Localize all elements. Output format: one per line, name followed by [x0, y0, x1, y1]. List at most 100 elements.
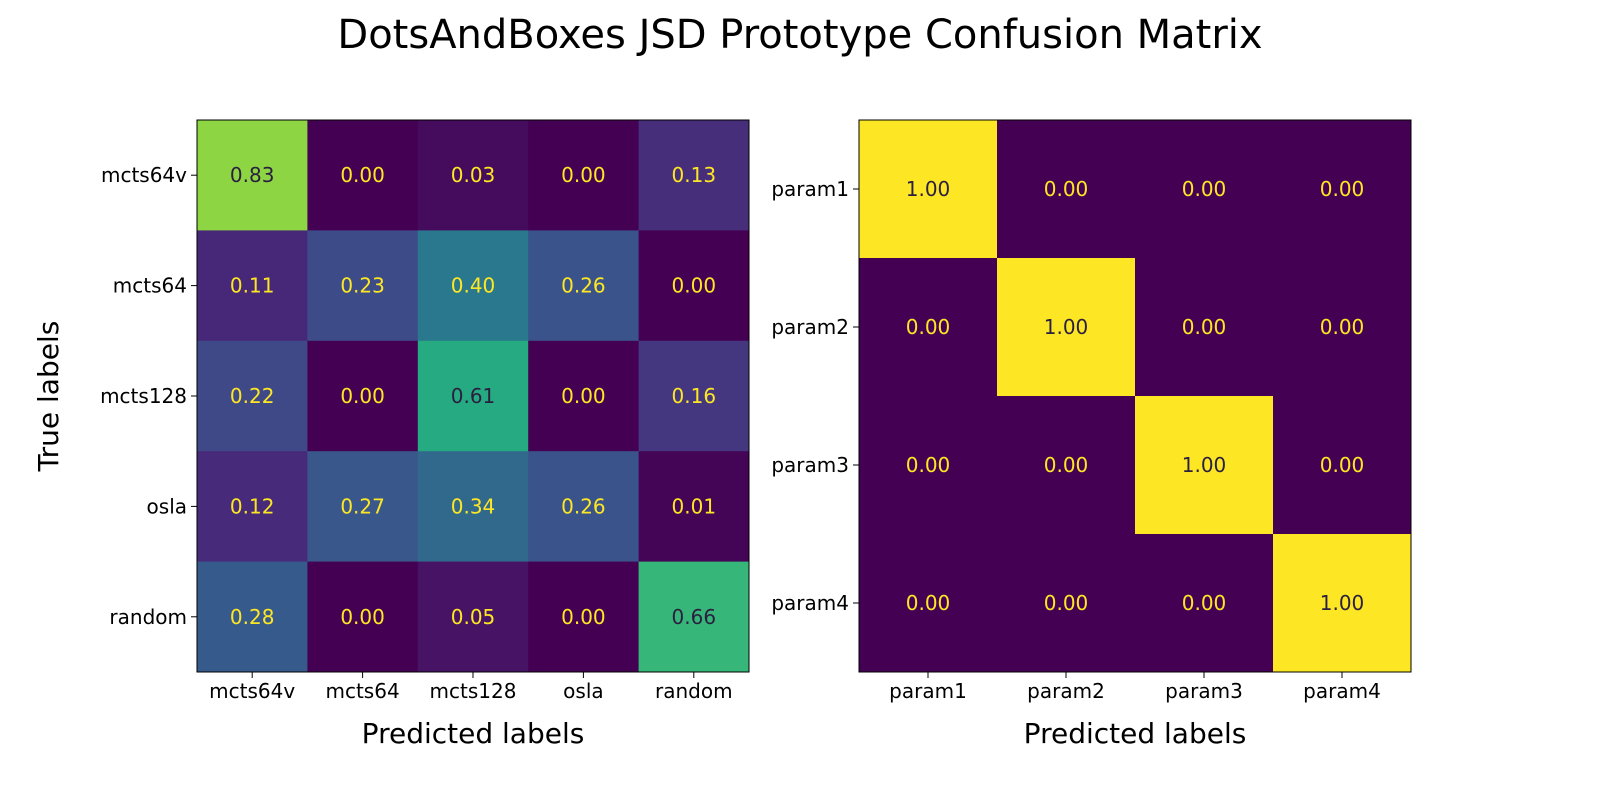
cell-value-label: 0.22: [230, 384, 275, 408]
y-tick-label: param1: [771, 177, 849, 201]
confusion-matrix-right: 1.00 0.00 0.00 0.00 0.00 1.00 0.00 0.00 0.00 0.00…: [771, 119, 1412, 750]
heatmap-cell: [638, 561, 750, 673]
heatmap-cell: [997, 258, 1136, 397]
cell-value-label: 0.11: [230, 274, 275, 298]
heatmap-cell: [307, 561, 419, 673]
heatmap-cell: [528, 451, 640, 563]
heatmap-cell: [417, 451, 529, 563]
y-tick-label: mcts128: [100, 384, 187, 408]
heatmap-cell: [1273, 396, 1412, 535]
heatmap-cell: [528, 561, 640, 673]
figure-title: DotsAndBoxes JSD Prototype Confusion Mat…: [337, 12, 1262, 58]
heatmap-cell: [1273, 120, 1412, 259]
heatmap-cell: [997, 396, 1136, 535]
cell-value-label: 0.01: [672, 494, 717, 518]
cell-value-label: 1.00: [1044, 315, 1089, 339]
x-tick-label: osla: [563, 679, 603, 703]
x-tick-label: mcts64v: [209, 679, 295, 703]
heatmap-cell: [859, 120, 998, 259]
cell-value-label: 0.00: [340, 384, 385, 408]
heatmap-cell: [197, 340, 308, 452]
heatmap-cell: [997, 534, 1136, 673]
cell-value-label: 0.26: [561, 274, 606, 298]
heatmap-cell: [307, 120, 419, 231]
heatmap-cell: [197, 451, 308, 563]
cell-value-label: 0.26: [561, 494, 606, 518]
plot-frame: [858, 119, 1412, 673]
x-tick-label: param4: [1303, 679, 1381, 703]
cell-value-label: 0.16: [672, 384, 717, 408]
cell-value-label: 0.00: [1182, 591, 1227, 615]
cell-value-label: 0.00: [906, 591, 951, 615]
cell-value-label: 0.61: [451, 384, 496, 408]
heatmap-cell: [1135, 258, 1274, 397]
heatmap-cell: [417, 230, 529, 342]
cell-value-label: 0.40: [451, 274, 496, 298]
cell-value-label: 0.13: [672, 163, 717, 187]
y-tick-label: param4: [771, 591, 849, 615]
heatmap-cell: [307, 451, 419, 563]
cell-value-label: 0.27: [340, 494, 385, 518]
heatmap-cell: [638, 120, 750, 231]
heatmap-cell: [638, 340, 750, 452]
heatmap-cell: [528, 340, 640, 452]
heatmap-cell: [307, 340, 419, 452]
heatmap-cell: [197, 561, 308, 673]
cell-value-label: 0.00: [906, 315, 951, 339]
y-tick-label: param3: [771, 453, 849, 477]
cell-value-label: 0.12: [230, 494, 275, 518]
heatmap-cell: [417, 340, 529, 452]
heatmap-cell: [859, 534, 998, 673]
heatmap-cell: [1135, 396, 1274, 535]
y-tick-label: mcts64v: [101, 163, 187, 187]
cell-value-label: 0.66: [672, 605, 717, 629]
heatmap-cell: [638, 451, 750, 563]
cell-value-label: 0.34: [451, 494, 496, 518]
heatmap-cell: [528, 230, 640, 342]
x-axis-label: Predicted labels: [1024, 717, 1247, 750]
cell-value-label: 0.00: [672, 274, 717, 298]
y-tick-label: osla: [147, 494, 187, 518]
cell-value-label: 0.00: [561, 163, 606, 187]
cell-value-label: 1.00: [1320, 591, 1365, 615]
x-tick-label: param3: [1165, 679, 1243, 703]
heatmap-cell: [997, 120, 1136, 259]
x-tick-label: mcts64: [325, 679, 399, 703]
heatmap-cell: [197, 230, 308, 342]
cell-value-label: 0.00: [561, 605, 606, 629]
confusion-matrix-left: 0.83 0.00 0.03 0.00 0.13 0.11 0.23 0.40 0.26 0.00…: [32, 119, 750, 750]
cell-value-label: 0.28: [230, 605, 275, 629]
heatmap-cell: [1135, 120, 1274, 259]
heatmap-cell: [197, 120, 308, 231]
x-tick-label: param1: [889, 679, 967, 703]
cell-value-label: 0.00: [561, 384, 606, 408]
x-tick-label: param2: [1027, 679, 1105, 703]
cell-value-label: 0.83: [230, 163, 275, 187]
heatmap-cell: [1273, 258, 1412, 397]
y-axis-label: True labels: [32, 321, 65, 473]
cell-value-label: 0.00: [1320, 315, 1365, 339]
heatmap-cell: [1135, 534, 1274, 673]
cell-value-label: 1.00: [1182, 453, 1227, 477]
cell-value-label: 0.00: [1320, 177, 1365, 201]
y-tick-label: random: [109, 605, 187, 629]
heatmap-cell: [859, 396, 998, 535]
cell-value-label: 1.00: [906, 177, 951, 201]
cell-value-label: 0.00: [1044, 591, 1089, 615]
cell-value-label: 0.00: [1182, 315, 1227, 339]
y-tick-label: param2: [771, 315, 849, 339]
heatmap-cell: [417, 561, 529, 673]
cell-value-label: 0.00: [1044, 453, 1089, 477]
x-tick-label: mcts128: [430, 679, 517, 703]
cell-value-label: 0.00: [340, 605, 385, 629]
cell-value-label: 0.00: [1044, 177, 1089, 201]
heatmap-cell: [417, 120, 529, 231]
cell-value-label: 0.00: [906, 453, 951, 477]
heatmap-cell: [528, 120, 640, 231]
heatmap-cell: [1273, 534, 1412, 673]
heatmap-cell: [307, 230, 419, 342]
y-tick-label: mcts64: [113, 274, 187, 298]
heatmap-cell: [859, 258, 998, 397]
cell-value-label: 0.00: [340, 163, 385, 187]
